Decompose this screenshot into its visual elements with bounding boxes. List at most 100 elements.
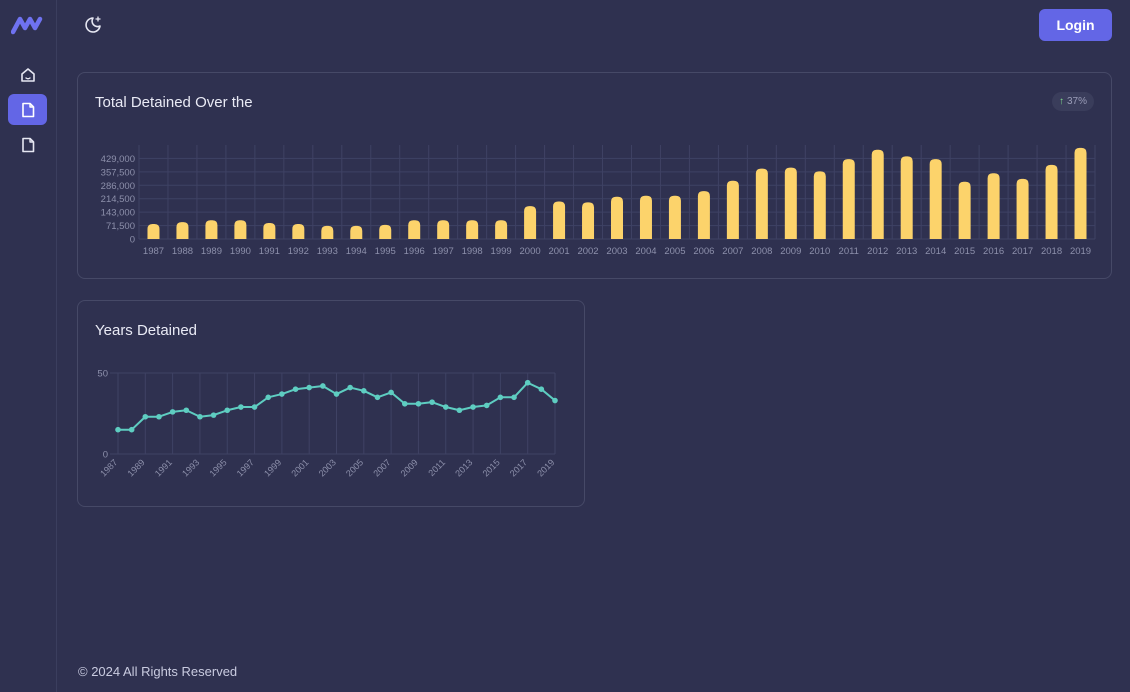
- bar[interactable]: [726, 180, 739, 239]
- bar[interactable]: [437, 220, 450, 239]
- data-point[interactable]: [429, 399, 435, 405]
- data-point[interactable]: [388, 389, 394, 396]
- bar[interactable]: [871, 149, 884, 239]
- x-tick-label: 2001: [289, 457, 310, 478]
- data-point[interactable]: [361, 388, 367, 394]
- bar[interactable]: [697, 191, 710, 239]
- bar[interactable]: [263, 223, 276, 239]
- detained-card-title: Total Detained Over the: [95, 94, 253, 111]
- x-tick-label: 1987: [143, 246, 164, 257]
- y-tick-label: 0: [130, 235, 135, 246]
- data-point[interactable]: [401, 400, 408, 407]
- bar[interactable]: [958, 181, 971, 239]
- data-point[interactable]: [142, 413, 149, 420]
- bar[interactable]: [582, 202, 595, 239]
- bar[interactable]: [466, 220, 479, 239]
- data-point[interactable]: [238, 404, 244, 410]
- bar[interactable]: [755, 168, 768, 239]
- bar[interactable]: [321, 225, 334, 239]
- x-tick-label: 2002: [577, 246, 598, 257]
- bar[interactable]: [1045, 164, 1058, 239]
- bar[interactable]: [408, 220, 421, 239]
- data-point[interactable]: [374, 394, 381, 401]
- x-tick-label: 1999: [491, 246, 512, 257]
- x-tick-label: 1994: [346, 246, 367, 257]
- login-button[interactable]: Login: [1039, 9, 1112, 41]
- x-tick-label: 2016: [983, 246, 1004, 257]
- x-tick-label: 2010: [809, 246, 830, 257]
- data-point[interactable]: [347, 384, 353, 391]
- data-point[interactable]: [265, 394, 272, 401]
- y-tick-label: 71,500: [106, 221, 135, 232]
- y-tick-label: 50: [97, 369, 108, 380]
- data-point[interactable]: [197, 413, 203, 420]
- bar[interactable]: [1016, 178, 1029, 239]
- data-point[interactable]: [552, 397, 558, 404]
- data-point[interactable]: [306, 384, 312, 391]
- bar[interactable]: [842, 159, 855, 239]
- sidebar-item-page-2[interactable]: [8, 129, 47, 160]
- bar[interactable]: [234, 220, 247, 239]
- x-tick-label: 2014: [925, 246, 946, 257]
- x-tick-label: 2015: [954, 246, 975, 257]
- data-point[interactable]: [169, 409, 176, 415]
- bar[interactable]: [379, 224, 392, 239]
- data-point[interactable]: [442, 404, 449, 410]
- data-point[interactable]: [224, 407, 231, 414]
- data-point[interactable]: [183, 407, 190, 414]
- trend-badge: ↑ 37%: [1051, 92, 1094, 111]
- data-point[interactable]: [115, 426, 121, 433]
- data-point[interactable]: [524, 379, 531, 386]
- data-point[interactable]: [292, 386, 299, 392]
- sidebar-item-home[interactable]: [8, 59, 47, 90]
- data-point[interactable]: [483, 402, 490, 409]
- data-point[interactable]: [279, 391, 285, 397]
- data-point[interactable]: [128, 426, 135, 433]
- bar[interactable]: [784, 167, 797, 239]
- data-point[interactable]: [251, 404, 258, 410]
- sidebar-item-page-1[interactable]: [8, 94, 47, 125]
- bar[interactable]: [668, 195, 681, 239]
- data-point[interactable]: [456, 407, 463, 414]
- data-point[interactable]: [511, 394, 517, 401]
- x-tick-label: 2009: [780, 246, 801, 257]
- bar[interactable]: [205, 220, 218, 239]
- bar[interactable]: [147, 223, 160, 239]
- bar[interactable]: [553, 201, 566, 239]
- moon-stars-icon[interactable]: [82, 14, 104, 36]
- years-card: Years Detained 0 50 1987 1989 1991 1993 1995 19…: [77, 300, 585, 507]
- x-tick-label: 2013: [453, 457, 474, 478]
- bar[interactable]: [292, 223, 305, 239]
- logo-icon[interactable]: [11, 15, 45, 35]
- bar[interactable]: [524, 206, 537, 239]
- trend-badge-value: 37%: [1066, 96, 1087, 107]
- x-tick-label: 2011: [839, 246, 859, 257]
- bar[interactable]: [639, 195, 652, 239]
- bar[interactable]: [176, 222, 189, 239]
- data-point[interactable]: [156, 413, 162, 420]
- bar[interactable]: [350, 225, 363, 239]
- bar[interactable]: [987, 173, 1000, 239]
- bar[interactable]: [611, 196, 623, 239]
- x-tick-label: 2003: [317, 457, 338, 478]
- bar-chart: 0 71,500 143,000 214,500 286,000 357,500 429,0…: [101, 145, 1096, 257]
- bar[interactable]: [1074, 147, 1087, 239]
- line-chart: 0 50 1987 1989 1991 1993 1995 1997 1999 2001 2003 2…: [97, 369, 558, 479]
- data-point[interactable]: [320, 383, 326, 389]
- data-point[interactable]: [210, 412, 217, 418]
- data-point[interactable]: [538, 386, 545, 392]
- file-icon: [21, 137, 34, 152]
- data-point[interactable]: [415, 400, 422, 407]
- detained-card: Total Detained Over the ↑ 37% 0 71,500 143…: [77, 72, 1112, 279]
- bar[interactable]: [813, 171, 826, 239]
- footer-copyright: © 2024 All Rights Reserved: [78, 664, 238, 679]
- data-point[interactable]: [333, 391, 340, 397]
- x-tick-label: 1995: [207, 457, 228, 478]
- bar[interactable]: [929, 159, 942, 239]
- data-point[interactable]: [470, 404, 476, 410]
- bar[interactable]: [900, 156, 913, 239]
- bar[interactable]: [495, 220, 508, 239]
- x-tick-label: 2007: [371, 457, 392, 478]
- x-tick-label: 2006: [693, 246, 714, 257]
- data-point[interactable]: [497, 394, 504, 401]
